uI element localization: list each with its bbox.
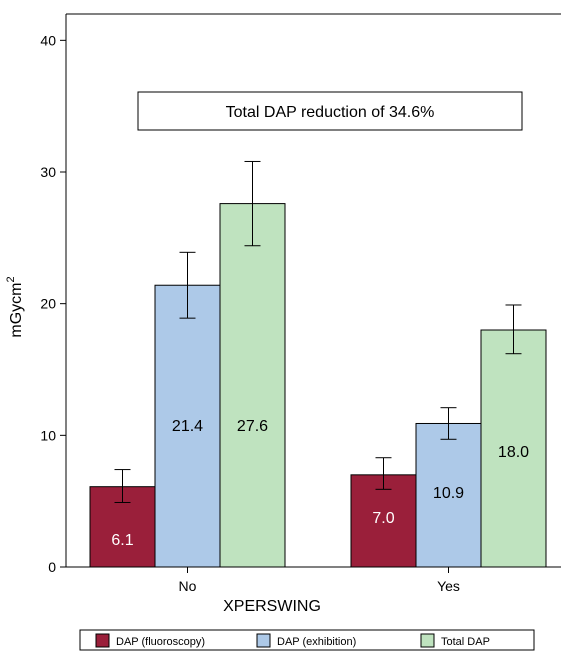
bar	[480, 329, 547, 568]
bar-value-label: 21.4	[172, 418, 203, 435]
bars	[89, 203, 547, 568]
error-bars	[114, 160, 522, 503]
legend-label: Total DAP	[441, 636, 490, 648]
y-tick-label: 30	[40, 164, 56, 180]
bar-value-label: 10.9	[433, 485, 464, 502]
x-ticks: No Yes	[179, 567, 460, 594]
bar-value-label: 27.6	[237, 418, 268, 435]
y-axis-title-base: mGycm	[8, 283, 25, 338]
y-ticks: 0 10 20 30 40	[40, 32, 66, 575]
bar	[350, 474, 417, 568]
annotation-box: Total DAP reduction of 34.6%	[137, 91, 523, 131]
legend-swatch	[256, 633, 271, 648]
bar-value-label: 18.0	[498, 444, 529, 461]
bar-value-label: 6.1	[111, 532, 133, 549]
legend-label: DAP (exhibition)	[277, 636, 356, 648]
annotation-text: Total DAP reduction of 34.6%	[226, 104, 435, 121]
bar-labels: 6.1 21.4 27.6 7.0 10.9 18.0	[111, 418, 529, 549]
y-axis-title-superscript: 2	[5, 276, 17, 282]
y-axis-title-group: mGycm2	[5, 276, 25, 337]
y-axis-title: mGycm2	[5, 276, 25, 337]
y-tick-label: 20	[40, 296, 56, 312]
y-tick-label: 10	[40, 427, 56, 443]
x-tick-label: No	[179, 578, 197, 594]
legend-swatch	[95, 633, 110, 648]
legend-label: DAP (fluoroscopy)	[116, 636, 205, 648]
bar	[219, 203, 286, 568]
legend-swatch	[420, 633, 435, 648]
y-tick-label: 0	[48, 559, 56, 575]
bar	[154, 284, 221, 568]
bar-value-label: 7.0	[372, 510, 394, 527]
bar	[415, 422, 482, 568]
legend: DAP (fluoroscopy) DAP (exhibition) Total D…	[79, 629, 535, 651]
x-tick-label: Yes	[437, 578, 460, 594]
y-tick-label: 40	[40, 32, 56, 48]
x-axis-title: XPERSWING	[223, 598, 321, 615]
